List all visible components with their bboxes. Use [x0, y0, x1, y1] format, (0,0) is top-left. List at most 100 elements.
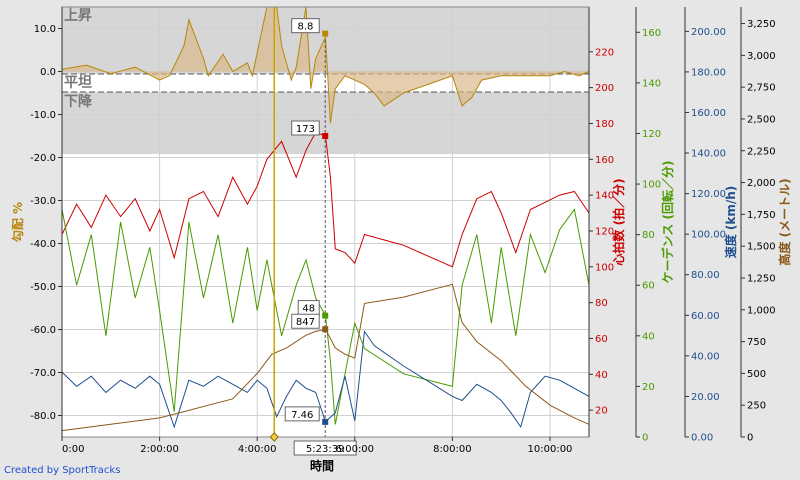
cursor-point-cadence [322, 312, 329, 319]
y-tick-label: 160 [595, 155, 614, 166]
y-tick-label: 2,750 [747, 83, 776, 94]
y-tick-label: 40 [595, 370, 608, 381]
y-axis-grade: 10.0 0.0 -10.0 -20.0 -30.0 -40.0 -50.0 -60.0 -70… [10, 7, 63, 437]
y-axis-title-speed: 速度 (km/h) [723, 186, 738, 259]
y-tick-label: -20.0 [30, 153, 56, 164]
y-tick-label: 750 [747, 337, 766, 348]
callout-grade: 8.8 [291, 18, 320, 34]
callout-box [291, 120, 320, 136]
y-axis-elevation: 3,250 3,000 2,750 2,500 2,250 2,000 1,750 1,500… [740, 7, 792, 444]
marker-handle[interactable] [269, 432, 279, 442]
callout-cadence: 48 [297, 300, 320, 316]
y-tick-label: 200.00 [691, 27, 726, 38]
y-tick-label: -50.0 [30, 282, 56, 293]
band-label-lower: 下降 [64, 93, 93, 110]
y-tick-label: 0 [642, 433, 648, 444]
y-tick-label: 140 [595, 191, 614, 202]
y-axis-title-cadence: ケーデンス (回転／分) [660, 161, 675, 284]
y-tick-label: 100 [642, 180, 661, 191]
cursor-point-speed [322, 418, 329, 425]
y-tick-label: 200 [595, 83, 614, 94]
y-tick-label: 180 [595, 119, 614, 130]
y-tick-label: 60.00 [691, 311, 720, 322]
y-axis-title-elevation: 高度 (メートル) [777, 178, 792, 265]
series-line-grade [61, 6, 590, 124]
y-axis-speed: 200.00 180.00 160.00 140.00 120.00 100.00 80.0… [684, 7, 738, 444]
y-tick-label: 2,250 [747, 146, 776, 157]
y-tick-label: 80.00 [691, 270, 720, 281]
y-tick-label: 20 [642, 382, 655, 393]
series-line-cadence [61, 208, 590, 425]
x-axis-title: 時間 [310, 458, 334, 473]
y-tick-label: 0.0 [40, 67, 56, 78]
y-tick-label: 40 [642, 331, 655, 342]
y-tick-label: 140.00 [691, 149, 726, 160]
y-tick-label: 60 [642, 281, 655, 292]
y-tick-label: 140 [642, 78, 661, 89]
y-tick-label: 60 [595, 334, 608, 345]
y-tick-label: 1,500 [747, 242, 776, 253]
band-label-upper: 上昇 [64, 8, 92, 24]
callout-elevation: 847 [291, 313, 320, 329]
callout-box [291, 313, 320, 329]
y-tick-label: 120.00 [691, 189, 726, 200]
cursor-point-elevation [322, 326, 329, 333]
callout-value-grade: 8.8 [298, 22, 314, 33]
y-axis-title-grade: 勾配 % [10, 202, 25, 242]
band-label-middle: 平坦 [64, 75, 92, 91]
callout-box [284, 406, 320, 422]
y-tick-label: -10.0 [30, 110, 56, 121]
y-tick-label: -30.0 [30, 196, 56, 207]
x-tick-label: 6:00:00 [335, 444, 374, 455]
y-tick-label: 80 [595, 298, 608, 309]
y-tick-label: 1,250 [747, 273, 776, 284]
credit-label[interactable]: Created by SportTracks [4, 465, 121, 476]
cursor-point-heart_rate [322, 133, 329, 139]
cursor-point-grade [322, 30, 329, 37]
y-tick-label: 120 [595, 226, 614, 237]
callout-value-speed: 7.46 [291, 410, 313, 421]
callout-heart_rate: 173 [291, 120, 320, 136]
x-tick-label: 2:00:00 [140, 444, 179, 455]
x-tick-label: 0:00 [62, 444, 84, 455]
y-tick-label: 2,500 [747, 114, 776, 125]
cursor-callouts: 8.8 173 48 847 7.46 5:23:39 [284, 18, 357, 456]
callout-speed: 7.46 [284, 406, 320, 422]
cursor-time-box: 5:23:39 [293, 440, 357, 456]
y-tick-label: -60.0 [30, 325, 56, 336]
callout-value-elevation: 847 [296, 317, 315, 328]
cursor-time-label: 5:23:39 [306, 444, 345, 455]
y-axes: 10.0 0.0 -10.0 -20.0 -30.0 -40.0 -50.0 -60.0 -70… [10, 7, 792, 444]
y-axis-heart_rate: 220 200 180 160 140 120 100 80 60 40 20 心拍数 (拍／分) [588, 7, 626, 437]
y-tick-label: 2,000 [747, 178, 776, 189]
y-tick-label: 0.00 [691, 433, 713, 444]
callout-value-cadence: 48 [302, 304, 315, 315]
x-tick-label: 10:00:00 [528, 444, 573, 455]
y-tick-label: 40.00 [691, 351, 720, 362]
series-line-speed [61, 330, 590, 429]
callout-value-heart_rate: 173 [296, 124, 315, 135]
y-tick-label: 500 [747, 369, 766, 380]
y-tick-label: 100.00 [691, 230, 726, 241]
y-tick-label: 20 [595, 406, 608, 417]
y-tick-label: 120 [642, 129, 661, 140]
y-tick-label: 1,000 [747, 305, 776, 316]
cursor-time-bg [293, 440, 357, 456]
series-line-elevation [61, 283, 590, 432]
x-tick-label: 4:00:00 [238, 444, 277, 455]
y-tick-label: 10.0 [34, 24, 56, 35]
y-tick-label: 3,000 [747, 51, 776, 62]
y-axis-cadence: 160 140 120 100 80 60 40 20 0 ケーデンス (回転／分) [635, 7, 675, 444]
x-tick-label: 8:00:00 [433, 444, 472, 455]
y-tick-label: 160 [642, 28, 661, 39]
y-tick-label: 3,250 [747, 19, 776, 30]
y-tick-label: -70.0 [30, 368, 56, 379]
y-tick-label: 1,750 [747, 210, 776, 221]
x-axis: 0:00 2:00:00 4:00:00 6:00:00 8:00:00 10:00:00 [61, 437, 573, 455]
y-tick-label: 100 [595, 262, 614, 273]
series-line-heart_rate [61, 131, 590, 268]
y-tick-label: 220 [595, 47, 614, 58]
y-tick-label: 20.00 [691, 392, 720, 403]
y-tick-label: 160.00 [691, 108, 726, 119]
y-tick-label: 250 [747, 401, 766, 412]
